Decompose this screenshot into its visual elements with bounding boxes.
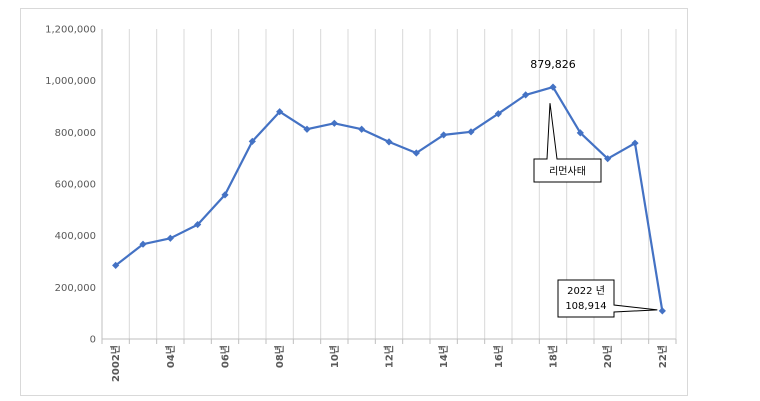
data-point [576, 129, 584, 137]
x-tick-label: 16년 [492, 345, 505, 368]
callout-2022-value: 108,914 [565, 301, 606, 312]
data-point [604, 155, 612, 163]
data-point [194, 220, 202, 229]
data-point [631, 139, 639, 147]
x-tick-label: 10년 [328, 345, 341, 368]
x-tick-label: 18년 [547, 345, 560, 368]
x-tick-label: 14년 [437, 345, 450, 368]
data-point [385, 138, 393, 146]
callout-2022: 2022 년 108,914 [557, 279, 658, 318]
data-point [522, 91, 530, 99]
callout-2022-year: 2022 년 [567, 285, 605, 297]
data-point [139, 240, 147, 248]
data-point [330, 119, 338, 127]
line-chart: 0 200,000 400,000 600,000 800,000 1,000,000 1,… [45, 25, 677, 382]
x-tick-label: 20년 [601, 345, 614, 368]
data-point [358, 125, 366, 133]
data-point [549, 83, 557, 91]
callout-lehman: 리먼사태 [533, 103, 602, 183]
data-point [248, 137, 256, 145]
data-point [440, 131, 448, 139]
data-point [276, 108, 284, 116]
data-point [658, 307, 666, 315]
data-point [166, 234, 174, 242]
y-tick-label: 1,000,000 [45, 76, 96, 87]
data-point [467, 128, 475, 136]
data-point [221, 191, 229, 199]
x-tick-label: 12년 [383, 345, 396, 368]
callout-lehman-text: 리먼사태 [549, 166, 586, 178]
x-tick-label: 08년 [273, 345, 286, 368]
x-tick-label: 2002년 [109, 345, 122, 382]
chart-frame: 0 200,000 400,000 600,000 800,000 1,000,000 1,… [20, 8, 688, 396]
y-tick-label: 1,200,000 [45, 25, 96, 36]
series-line [115, 85, 664, 312]
data-point [494, 110, 502, 118]
x-tick-label: 06년 [219, 345, 232, 368]
y-tick-label: 800,000 [55, 128, 96, 139]
data-point [112, 261, 120, 269]
x-tick-label: 04년 [164, 345, 177, 368]
y-tick-label: 600,000 [55, 180, 96, 191]
y-tick-label: 200,000 [55, 283, 96, 294]
y-tick-label: 400,000 [55, 231, 96, 242]
data-point [303, 125, 311, 133]
x-tick-label: 22년 [656, 345, 669, 368]
data-point [412, 149, 420, 157]
y-tick-label: 0 [90, 335, 96, 346]
peak-data-label: 879,826 [530, 58, 576, 71]
